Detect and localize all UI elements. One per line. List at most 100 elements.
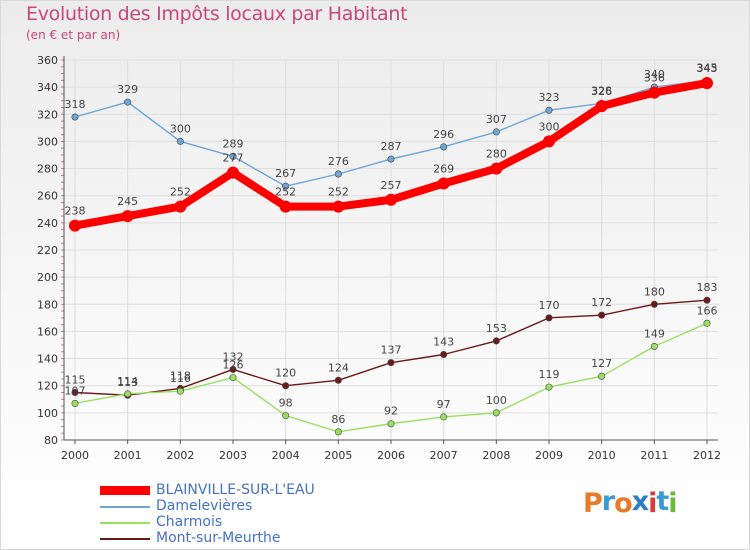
y-tick-label: 120 — [37, 380, 58, 393]
data-point — [492, 128, 500, 136]
chart-subtitle: (en € et par an) — [26, 28, 121, 42]
data-point — [229, 152, 237, 160]
data-label: 289 — [223, 137, 244, 150]
data-point — [227, 166, 239, 179]
data-label: 98 — [279, 397, 293, 410]
data-label: 114 — [117, 375, 138, 388]
x-tick-label: 2008 — [482, 449, 510, 462]
data-point — [69, 219, 81, 232]
x-tick-label: 2011 — [640, 449, 668, 462]
data-point — [282, 182, 290, 190]
data-label: 113 — [117, 376, 138, 389]
y-tick-label: 240 — [37, 217, 58, 230]
data-label: 329 — [117, 83, 138, 96]
legend-item: Damelevières — [100, 499, 360, 514]
data-label: 153 — [486, 322, 507, 335]
x-tick-label: 2004 — [272, 449, 300, 462]
data-point — [490, 162, 503, 175]
data-label: 252 — [170, 186, 191, 199]
data-label: 252 — [275, 186, 296, 199]
data-point — [71, 399, 79, 407]
data-label: 276 — [328, 155, 349, 168]
data-point — [385, 193, 397, 206]
data-label: 115 — [65, 374, 86, 387]
data-point — [121, 210, 134, 223]
data-point — [176, 137, 184, 145]
data-label: 269 — [433, 163, 454, 176]
data-label: 257 — [381, 179, 402, 192]
x-tick-label: 2002 — [166, 449, 194, 462]
series-layer — [69, 76, 713, 436]
data-point — [440, 143, 448, 151]
data-point — [229, 365, 237, 373]
data-point — [229, 374, 237, 382]
data-label: 119 — [539, 368, 560, 381]
y-tick-label: 320 — [37, 108, 58, 121]
legend-label: BLAINVILLE-SUR-L'EAU — [156, 482, 315, 498]
data-label: 300 — [170, 122, 191, 135]
x-tick-label: 2012 — [693, 449, 721, 462]
legend-item: Mont-sur-Meurthe — [100, 531, 360, 546]
data-label: 143 — [433, 336, 454, 349]
data-point — [437, 177, 450, 190]
data-point — [648, 86, 661, 99]
y-tick-label: 280 — [37, 163, 58, 176]
data-point — [545, 314, 553, 322]
data-point — [545, 106, 553, 114]
data-label: 116 — [170, 372, 191, 385]
legend-swatch — [100, 486, 150, 495]
proxiti-logo: Proxiti — [583, 486, 678, 519]
data-label: 107 — [65, 384, 86, 397]
data-label: 328 — [591, 84, 612, 97]
data-label: 183 — [697, 281, 718, 294]
data-label: 336 — [644, 72, 665, 85]
x-tick-label: 2007 — [430, 449, 458, 462]
y-tick-label: 140 — [37, 353, 58, 366]
data-label: 180 — [644, 285, 665, 298]
grid-layer — [64, 59, 718, 441]
data-label: 137 — [381, 344, 402, 357]
data-point — [71, 113, 79, 121]
y-tick-label: 160 — [37, 325, 58, 338]
data-label: 92 — [384, 405, 398, 418]
data-label: 287 — [381, 140, 402, 153]
data-point — [176, 387, 184, 395]
data-label: 127 — [591, 357, 612, 370]
y-tick-label: 180 — [37, 298, 58, 311]
legend-swatch — [100, 538, 150, 540]
data-label: 252 — [328, 186, 349, 199]
legend-item: Charmois — [100, 515, 360, 530]
y-tick-label: 200 — [37, 271, 58, 284]
x-tick-label: 2010 — [588, 449, 616, 462]
data-point — [650, 300, 658, 308]
data-label: 126 — [223, 359, 244, 372]
data-label: 132 — [223, 350, 244, 363]
data-point — [650, 342, 658, 350]
y-tick-label: 260 — [37, 190, 58, 203]
data-point — [703, 319, 711, 327]
data-point — [387, 420, 395, 428]
x-tick-label: 2001 — [114, 449, 142, 462]
y-tick-label: 80 — [44, 434, 58, 447]
data-point — [174, 200, 187, 213]
data-point — [595, 100, 608, 113]
legend-label: Charmois — [156, 514, 223, 530]
data-point — [282, 382, 290, 390]
data-label: 170 — [539, 299, 560, 312]
data-label: 238 — [65, 205, 86, 218]
data-label: 172 — [591, 296, 612, 309]
y-tick-label: 360 — [37, 54, 58, 67]
data-label: 345 — [697, 61, 718, 74]
chart-title: Evolution des Impôts locaux par Habitant — [26, 3, 408, 25]
data-label: 280 — [486, 148, 507, 161]
data-point — [440, 413, 448, 421]
data-point — [598, 372, 606, 380]
data-label: 166 — [697, 304, 718, 317]
data-point — [282, 412, 290, 420]
data-point — [387, 359, 395, 367]
data-label: 100 — [486, 394, 507, 407]
data-point — [332, 200, 345, 213]
